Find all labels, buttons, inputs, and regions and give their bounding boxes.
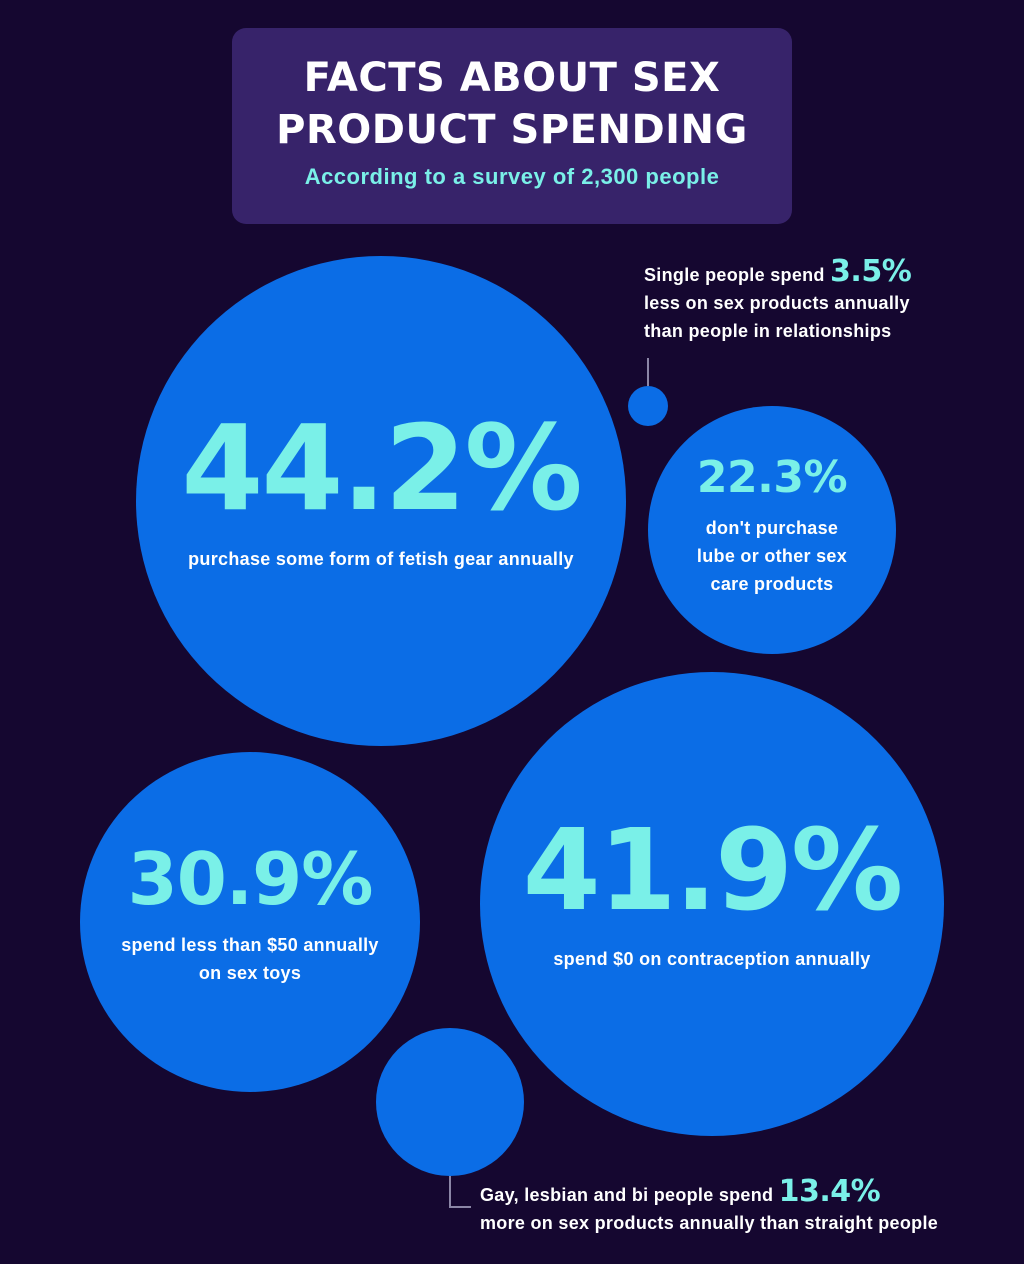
bubble-fetish-gear: 44.2% purchase some form of fetish gear … [136, 256, 626, 746]
note-text-after: more on sex products annually than strai… [480, 1213, 939, 1233]
stat-caption-line-3: care products [710, 574, 834, 594]
stat-caption-line-2: lube or other sex [696, 546, 848, 566]
header-panel: FACTS ABOUT SEX PRODUCT SPENDING Accordi… [232, 28, 792, 224]
note-text-after-1: less on sex products annually [644, 293, 910, 313]
note-text-before: Gay, lesbian and bi people spend [480, 1185, 774, 1205]
connector-line-top [647, 358, 649, 386]
bubble-sex-toys: 30.9% spend less than $50 annually on se… [80, 752, 420, 1092]
subtitle: According to a survey of 2,300 people [304, 164, 720, 189]
connector-line-bottom-vertical [449, 1176, 451, 1208]
stat-caption: spend $0 on contraception annually [553, 949, 871, 969]
title-line-1: FACTS ABOUT SEX [303, 55, 721, 101]
stat-caption-line-1: spend less than $50 annually [121, 935, 379, 955]
stat-value: 44.2% [181, 399, 582, 537]
stat-value: 22.3% [696, 452, 848, 503]
note-single-people: Single people spend 3.5% less on sex pro… [644, 257, 984, 345]
note-text-before: Single people spend [644, 265, 825, 285]
bubble-contraception: 41.9% spend $0 on contraception annually [480, 672, 944, 1136]
stat-value: 41.9% [522, 806, 904, 936]
connector-dot-bottom [376, 1028, 524, 1176]
connector-line-bottom-horizontal [449, 1206, 471, 1208]
note-value: 13.4% [778, 1174, 881, 1209]
note-text-after-2: than people in relationships [644, 321, 892, 341]
stat-value: 30.9% [127, 837, 374, 921]
bubble-lube: 22.3% don't purchase lube or other sex c… [648, 406, 896, 654]
stat-caption-line-2: on sex toys [198, 963, 302, 983]
note-lgb-people: Gay, lesbian and bi people spend 13.4% m… [480, 1177, 1000, 1237]
stat-caption-line-1: don't purchase [705, 518, 839, 538]
stat-caption: purchase some form of fetish gear annual… [188, 549, 574, 569]
connector-dot-top [628, 386, 668, 426]
note-value: 3.5% [830, 254, 912, 289]
title-line-2: PRODUCT SPENDING [276, 107, 748, 153]
